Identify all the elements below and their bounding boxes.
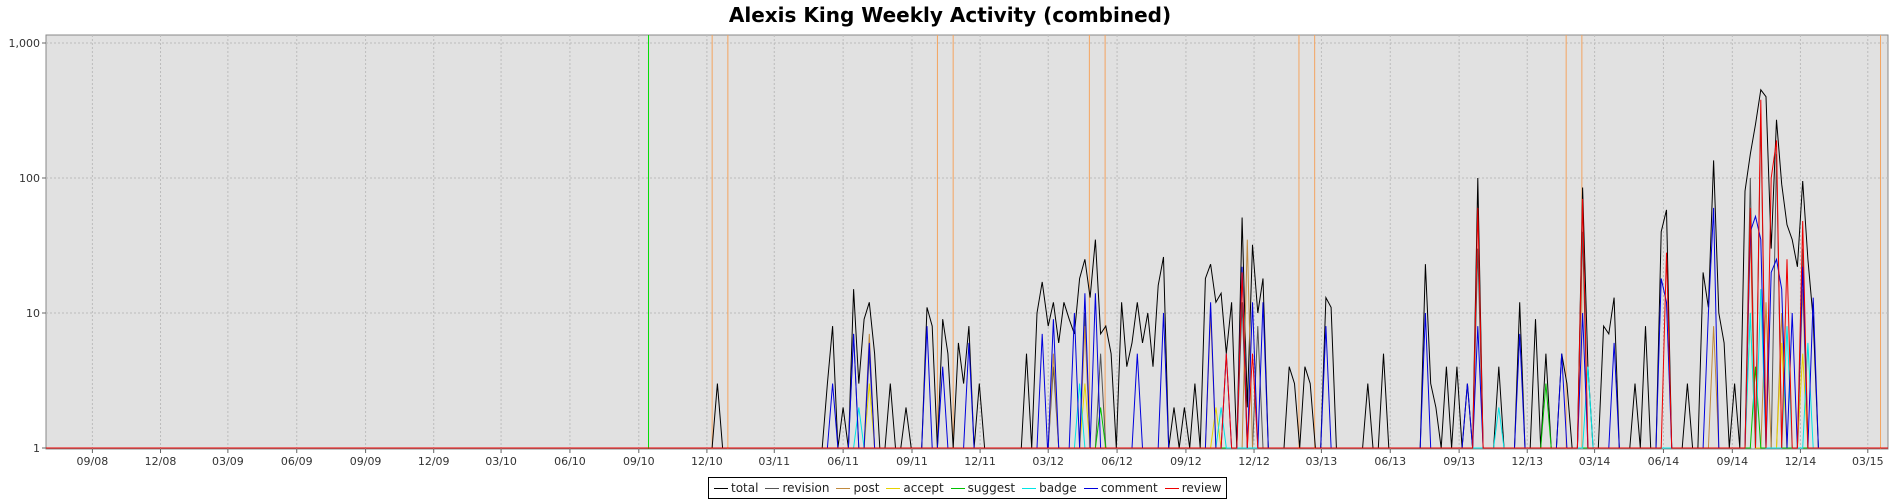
- y-tick-label: 1,000: [9, 37, 41, 50]
- x-tick-label: 06/10: [554, 455, 586, 468]
- x-tick-label: 06/11: [827, 455, 859, 468]
- x-tick-label: 09/10: [623, 455, 655, 468]
- legend-item-comment: comment: [1083, 481, 1158, 495]
- x-tick-label: 03/10: [485, 455, 517, 468]
- legend-label: comment: [1100, 481, 1158, 495]
- legend-label: post: [853, 481, 880, 495]
- legend-label: total: [731, 481, 759, 495]
- legend-swatch: [886, 487, 901, 489]
- x-tick-label: 12/11: [964, 455, 996, 468]
- x-tick-label: 03/09: [212, 455, 244, 468]
- x-tick-label: 12/08: [145, 455, 177, 468]
- legend-label: suggest: [967, 481, 1016, 495]
- series-line-total: [46, 88, 1888, 449]
- x-tick-label: 12/14: [1785, 455, 1817, 468]
- series-layer: [46, 88, 1888, 449]
- series-line-review: [46, 99, 1888, 449]
- chart-title: Alexis King Weekly Activity (combined): [728, 3, 1172, 27]
- x-tick-label: 06/12: [1101, 455, 1133, 468]
- axis-layer: 1 10 100 1,000 09/08 12/08 03/09 06/09 09/09 12/0…: [9, 37, 1884, 468]
- y-tick-label: 10: [26, 307, 40, 320]
- legend-swatch: [950, 487, 965, 489]
- legend-item-revision: revision: [765, 481, 829, 495]
- x-tick-label: 12/13: [1511, 455, 1543, 468]
- x-tick-label: 12/09: [418, 455, 450, 468]
- y-tick-label: 100: [19, 172, 40, 185]
- x-tick-label: 09/14: [1716, 455, 1748, 468]
- x-tick-label: 03/11: [758, 455, 790, 468]
- x-tick-label: 12/12: [1238, 455, 1270, 468]
- legend-swatch: [765, 487, 780, 489]
- legend-item-review: review: [1164, 481, 1222, 495]
- legend-label: badge: [1039, 481, 1077, 495]
- legend-label: accept: [903, 481, 944, 495]
- legend-item-badge: badge: [1022, 481, 1077, 495]
- x-tick-label: 09/08: [77, 455, 109, 468]
- legend-item-total: total: [714, 481, 758, 495]
- x-tick-label: 06/09: [281, 455, 313, 468]
- legend-label: review: [1181, 481, 1222, 495]
- x-tick-label: 06/14: [1648, 455, 1680, 468]
- legend-swatch: [836, 487, 851, 489]
- x-tick-label: 12/10: [691, 455, 723, 468]
- x-tick-label: 09/09: [350, 455, 382, 468]
- y-tick-label: 1: [33, 442, 40, 455]
- x-tick-label: 03/15: [1852, 455, 1884, 468]
- x-tick-label: 09/12: [1170, 455, 1202, 468]
- x-tick-label: 03/14: [1579, 455, 1611, 468]
- series-line-comment: [46, 207, 1888, 449]
- legend-item-post: post: [836, 481, 879, 495]
- legend-swatch: [1083, 487, 1098, 489]
- x-tick-label: 03/13: [1306, 455, 1338, 468]
- legend-label: revision: [782, 481, 830, 495]
- x-tick-label: 09/13: [1443, 455, 1475, 468]
- legend-swatch: [1022, 487, 1037, 489]
- legend-item-suggest: suggest: [950, 481, 1016, 495]
- legend-item-accept: accept: [886, 481, 944, 495]
- legend-swatch: [1164, 487, 1179, 489]
- x-tick-label: 09/11: [896, 455, 928, 468]
- x-tick-label: 06/13: [1374, 455, 1406, 468]
- chart-legend: total revision post accept suggest badge comme…: [708, 477, 1228, 499]
- legend-swatch: [714, 487, 728, 489]
- x-tick-label: 03/12: [1032, 455, 1064, 468]
